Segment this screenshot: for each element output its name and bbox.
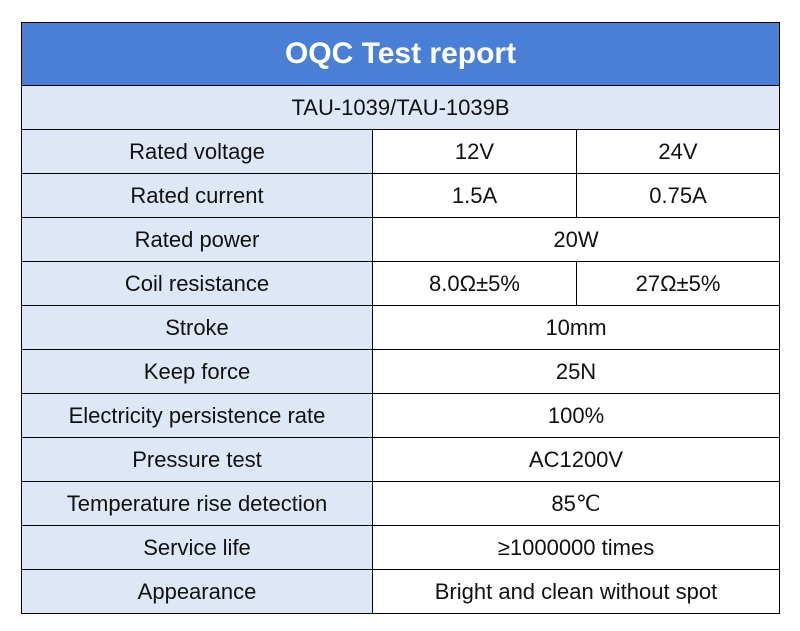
row-label: Appearance xyxy=(21,569,373,614)
table-row: Stroke 10mm xyxy=(21,305,781,350)
row-label: Service life xyxy=(21,525,373,570)
row-value: 10mm xyxy=(371,305,781,350)
table-row: Service life ≥1000000 times xyxy=(21,525,781,570)
title-row: OQC Test report xyxy=(20,22,781,86)
row-value: 24V xyxy=(575,129,781,174)
row-value: Bright and clean without spot xyxy=(371,569,781,614)
row-value: 20W xyxy=(371,217,781,262)
row-label: Pressure test xyxy=(21,437,373,482)
model-number: TAU-1039/TAU-1039B xyxy=(20,85,781,130)
row-value: 85℃ xyxy=(371,481,781,526)
row-value: 1.5A xyxy=(372,173,577,218)
row-value: 0.75A xyxy=(575,173,781,218)
row-label: Electricity persistence rate xyxy=(21,393,373,438)
row-value: 100% xyxy=(371,393,781,438)
row-value: AC1200V xyxy=(371,437,781,482)
table-row: Temperature rise detection 85℃ xyxy=(21,481,781,526)
oqc-report-table: OQC Test report TAU-1039/TAU-1039B Rated… xyxy=(20,22,781,614)
row-label: Coil resistance xyxy=(21,261,373,306)
table-row: Coil resistance 8.0Ω±5% 27Ω±5% xyxy=(21,261,781,306)
row-value: 27Ω±5% xyxy=(575,261,781,306)
row-label: Keep force xyxy=(21,349,373,394)
row-value: 12V xyxy=(372,129,577,174)
row-label: Rated power xyxy=(21,217,373,262)
table-row: Appearance Bright and clean without spot xyxy=(21,569,781,614)
report-title: OQC Test report xyxy=(20,22,781,86)
model-row: TAU-1039/TAU-1039B xyxy=(20,85,781,130)
table-row: Pressure test AC1200V xyxy=(21,437,781,482)
table-row: Electricity persistence rate 100% xyxy=(21,393,781,438)
row-value: 8.0Ω±5% xyxy=(372,261,577,306)
table-row: Keep force 25N xyxy=(21,349,781,394)
row-label: Rated voltage xyxy=(21,129,373,174)
row-value: ≥1000000 times xyxy=(371,525,781,570)
table-row: Rated current 1.5A 0.75A xyxy=(21,173,781,218)
row-label: Stroke xyxy=(21,305,373,350)
table-row: Rated voltage 12V 24V xyxy=(21,129,781,174)
row-value: 25N xyxy=(371,349,781,394)
row-label: Temperature rise detection xyxy=(21,481,373,526)
row-label: Rated current xyxy=(21,173,373,218)
table-row: Rated power 20W xyxy=(21,217,781,262)
